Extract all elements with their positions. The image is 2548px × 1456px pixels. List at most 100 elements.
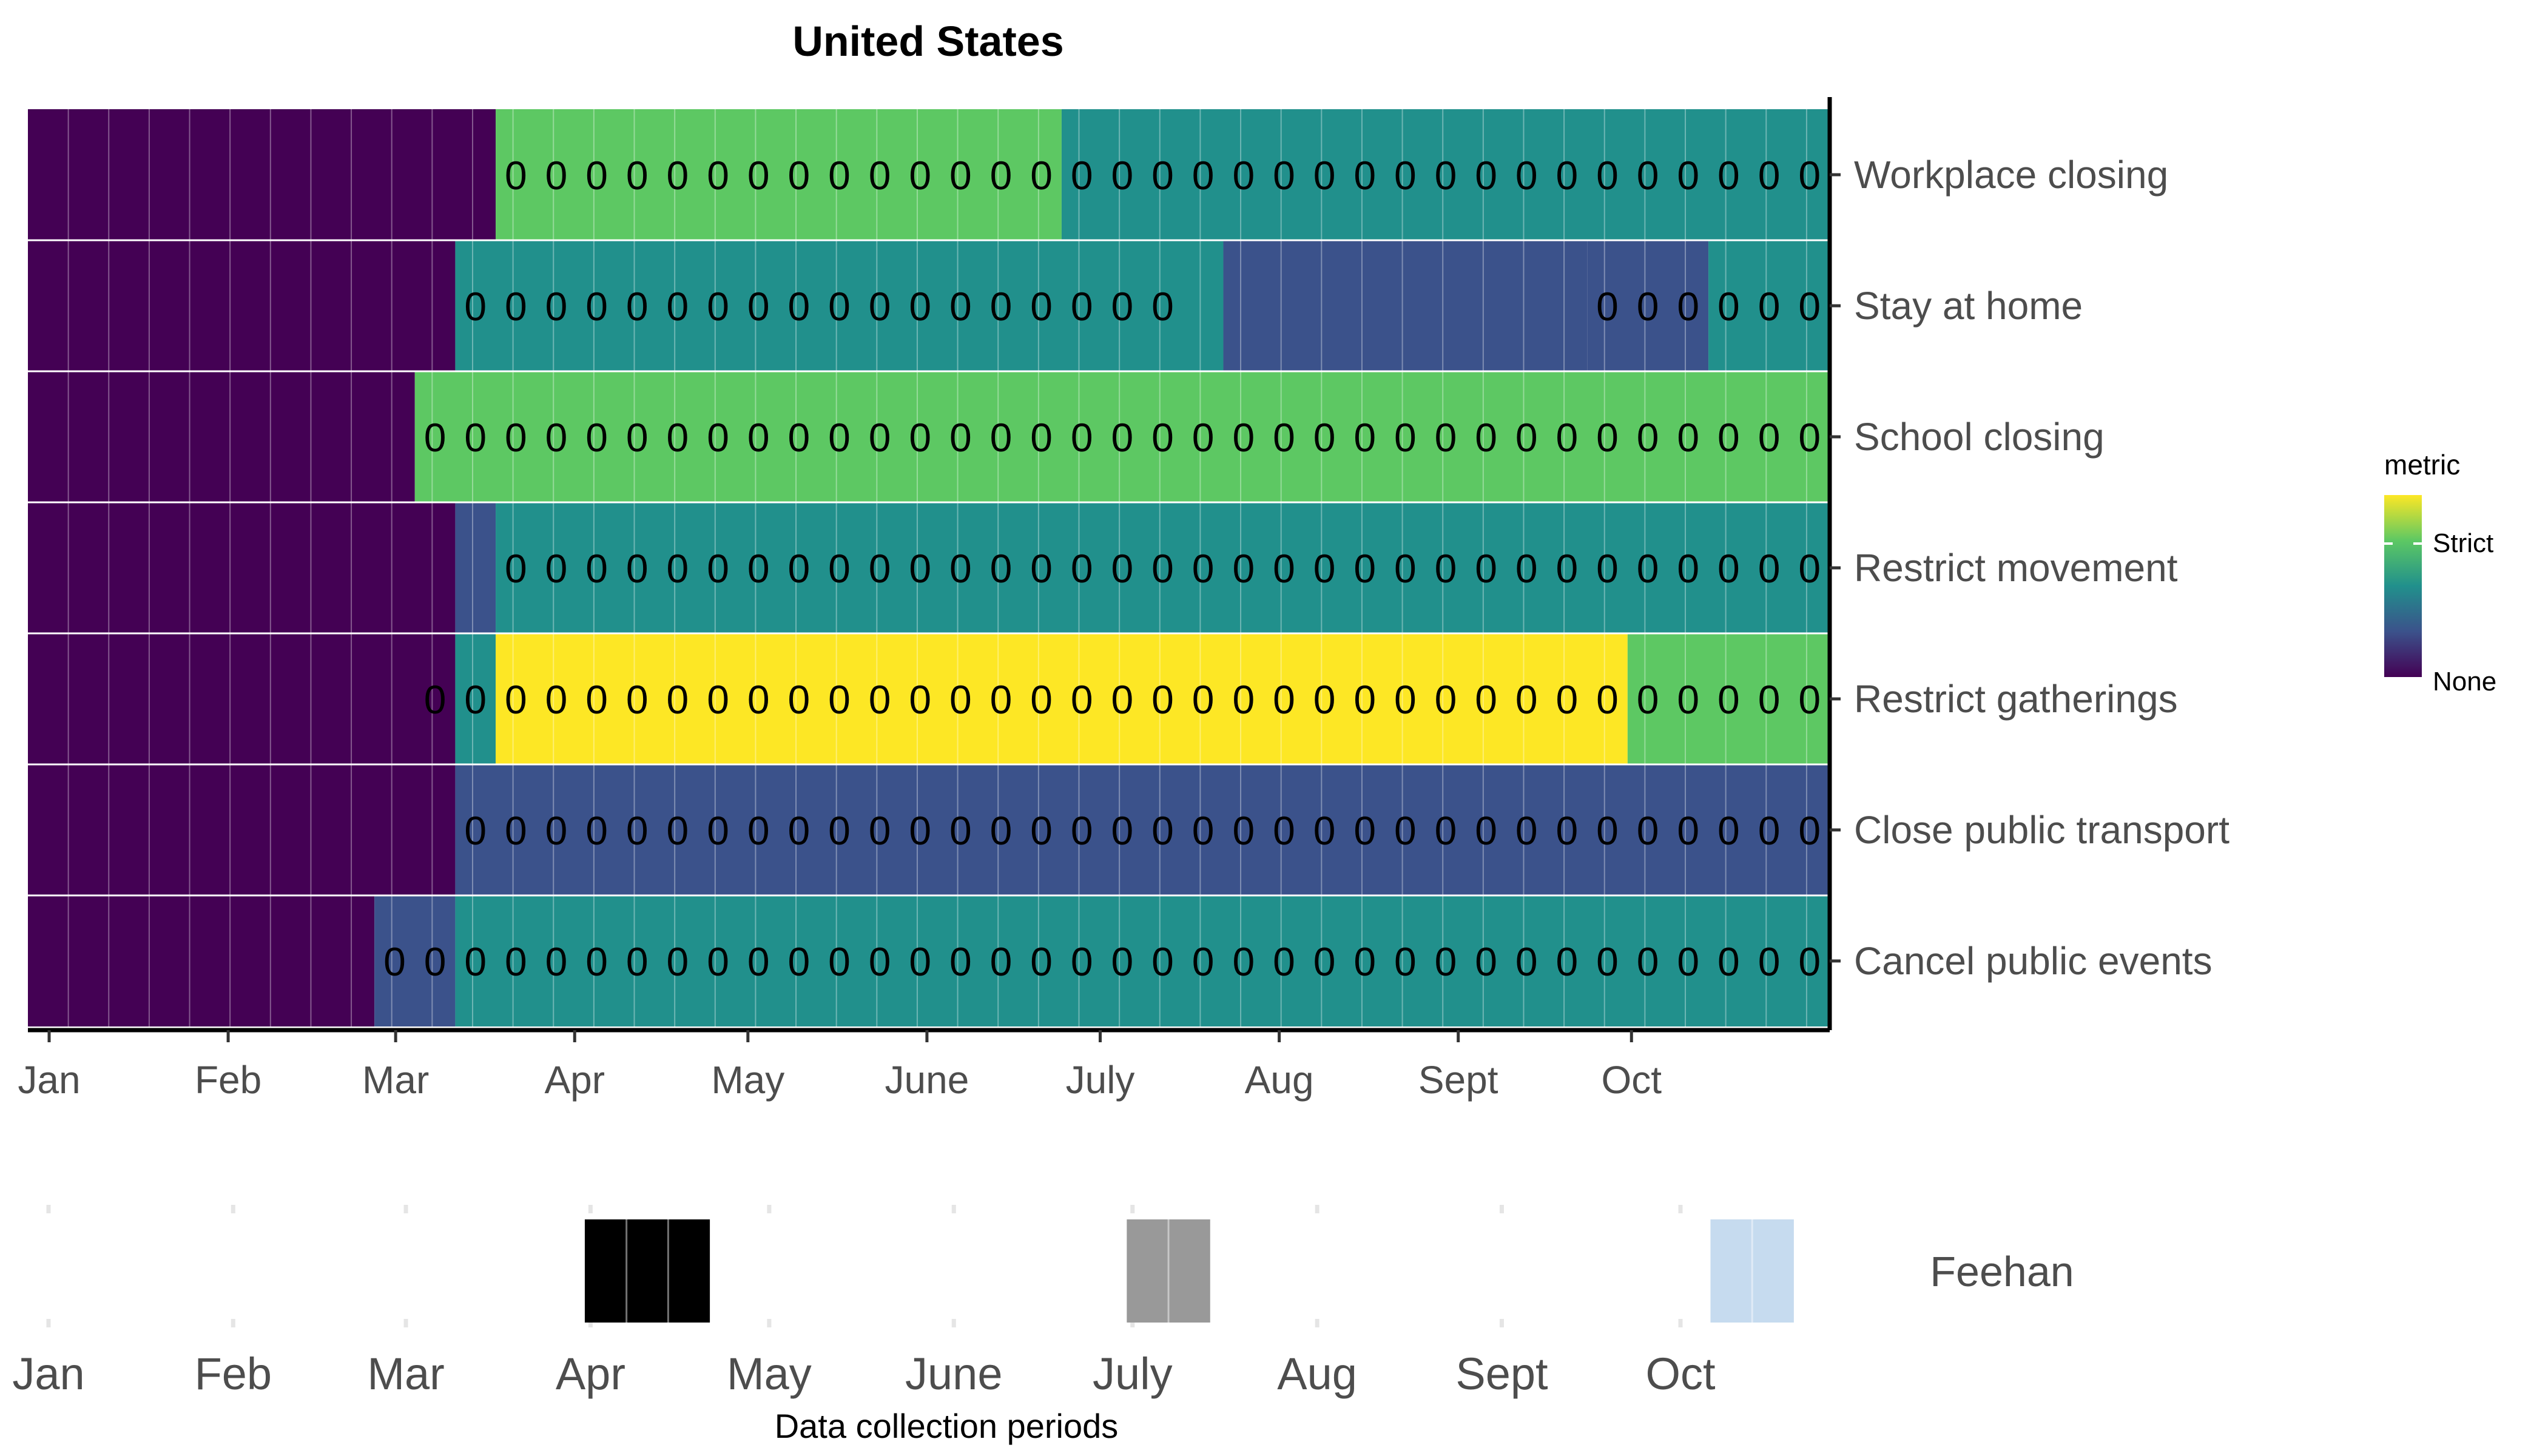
timeline-period	[1127, 1219, 1210, 1323]
heat-cell-label: 0	[1111, 677, 1134, 722]
heat-cell-label: 0	[1637, 415, 1659, 460]
heat-cell-label: 0	[1717, 546, 1740, 591]
heat-cell-label: 0	[828, 546, 851, 591]
heat-cell-label: 0	[1192, 677, 1215, 722]
heat-cell-label: 0	[747, 939, 770, 984]
heat-cell-label: 0	[909, 284, 931, 329]
heat-cell-label: 0	[707, 284, 729, 329]
y-axis-tick-label: Stay at home	[1854, 284, 2083, 328]
heat-cell-label: 0	[1677, 153, 1699, 198]
heat-cell-label: 0	[1353, 153, 1376, 198]
heat-cell-label: 0	[545, 939, 568, 984]
heat-cell-label: 0	[909, 153, 931, 198]
heat-cell-label: 0	[464, 677, 487, 722]
heat-cell-label: 0	[747, 284, 770, 329]
heat-cell-label: 0	[1717, 415, 1740, 460]
legend-colorbar	[2384, 495, 2422, 677]
heat-cell-label: 0	[1111, 808, 1134, 853]
heat-cell-label: 0	[1030, 939, 1053, 984]
legend: metric Strict None	[2384, 449, 2496, 696]
heat-cell-label: 0	[949, 284, 972, 329]
heat-cell-label: 0	[545, 415, 568, 460]
timeline-month-label: Oct	[1645, 1349, 1716, 1399]
heat-cell-label: 0	[626, 939, 649, 984]
y-axis-tick-label: School closing	[1854, 415, 2105, 459]
heat-cell	[414, 371, 1830, 502]
heat-cell-label: 0	[1151, 677, 1174, 722]
heat-cell-label: 0	[424, 939, 447, 984]
heat-cell-label: 0	[1111, 939, 1134, 984]
heat-cell-label: 0	[1637, 153, 1659, 198]
heat-cell-label: 0	[1071, 153, 1093, 198]
heat-cell	[455, 764, 1830, 895]
heat-cell-label: 0	[1192, 415, 1215, 460]
heat-cell-label: 0	[1313, 677, 1336, 722]
heat-cell-label: 0	[1798, 677, 1821, 722]
heat-cell-label: 0	[787, 415, 810, 460]
heat-cell-label: 0	[1798, 939, 1821, 984]
heat-cell-label: 0	[1758, 546, 1781, 591]
heat-cell-label: 0	[828, 415, 851, 460]
heat-cell	[1061, 109, 1830, 240]
heatmap-cell-labels: 0 0 0 0 0 0 0 0 0 0 0 0 0 0 0 0 0 0 0 0 0 0 0 0 0 0 0 0 0 0 0 0 00 0 0 0 0 0 0…	[383, 153, 1821, 984]
heat-cell	[28, 895, 375, 1026]
heat-cell-label: 0	[1273, 415, 1295, 460]
heat-cell-label: 0	[585, 546, 608, 591]
heat-cell-label: 0	[1435, 415, 1457, 460]
heat-cell-label: 0	[1192, 939, 1215, 984]
timeline-axis-ticks	[46, 1205, 1683, 1327]
heatmap-rows	[28, 109, 1830, 1026]
heat-cell	[1627, 633, 1830, 764]
x-axis-tick-label: Oct	[1601, 1058, 1662, 1102]
x-axis-tick-label: Sept	[1418, 1058, 1498, 1102]
heat-cell-label: 0	[1475, 808, 1497, 853]
heat-cell-label: 0	[1637, 939, 1659, 984]
x-axis-tick-label: May	[711, 1058, 784, 1102]
heat-cell-label: 0	[1151, 415, 1174, 460]
heat-cell-label: 0	[667, 546, 689, 591]
heat-cell-label: 0	[464, 284, 487, 329]
heat-cell-label: 0	[869, 939, 891, 984]
heat-cell-label: 0	[1394, 677, 1417, 722]
heat-cell-label: 0	[1313, 939, 1336, 984]
timeline-month-label: Feb	[195, 1349, 272, 1399]
heat-cell-label: 0	[1030, 546, 1053, 591]
heat-cell-label: 0	[1475, 546, 1497, 591]
heat-cell-label: 0	[1717, 677, 1740, 722]
heat-cell-label: 0	[464, 415, 487, 460]
timeline-month-label: May	[727, 1349, 812, 1399]
heat-cell-label: 0	[424, 677, 447, 722]
heat-cell-label: 0	[1596, 677, 1619, 722]
heat-cell-label: 0	[828, 939, 851, 984]
heat-cell-label: 0	[707, 939, 729, 984]
heat-cell-label: 0	[1556, 677, 1579, 722]
heat-cell-label: 0	[1475, 153, 1497, 198]
heat-cell-label: 0	[909, 546, 931, 591]
heat-cell	[28, 240, 456, 371]
heat-cell-label: 0	[1717, 284, 1740, 329]
heat-cell-label: 0	[1232, 939, 1255, 984]
heat-cell-label: 0	[1556, 939, 1579, 984]
heat-cell-label: 0	[1192, 546, 1215, 591]
heat-cell-label: 0	[1151, 808, 1174, 853]
heat-cell	[1223, 240, 1588, 371]
heat-cell-label: 0	[1111, 415, 1134, 460]
x-axis-tick-label: July	[1066, 1058, 1135, 1102]
heat-cell-label: 0	[1435, 808, 1457, 853]
timeline-month-label: June	[905, 1349, 1002, 1399]
x-axis-tick-label: Feb	[195, 1058, 261, 1102]
heat-cell-label: 0	[1151, 284, 1174, 329]
heat-cell	[455, 240, 1224, 371]
y-axis-tick-label: Close public transport	[1854, 808, 2230, 852]
heat-cell-label: 0	[1273, 677, 1295, 722]
heat-cell-label: 0	[667, 939, 689, 984]
heat-cell-label: 0	[1232, 808, 1255, 853]
heat-cell-label: 0	[1030, 415, 1053, 460]
heat-cell-label: 0	[1071, 284, 1093, 329]
heat-cell-label: 0	[828, 284, 851, 329]
heat-cell-label: 0	[1273, 939, 1295, 984]
heat-cell-label: 0	[1273, 546, 1295, 591]
heat-cell-label: 0	[1435, 153, 1457, 198]
heat-cell-label: 0	[1717, 808, 1740, 853]
heat-cell-label: 0	[707, 677, 729, 722]
